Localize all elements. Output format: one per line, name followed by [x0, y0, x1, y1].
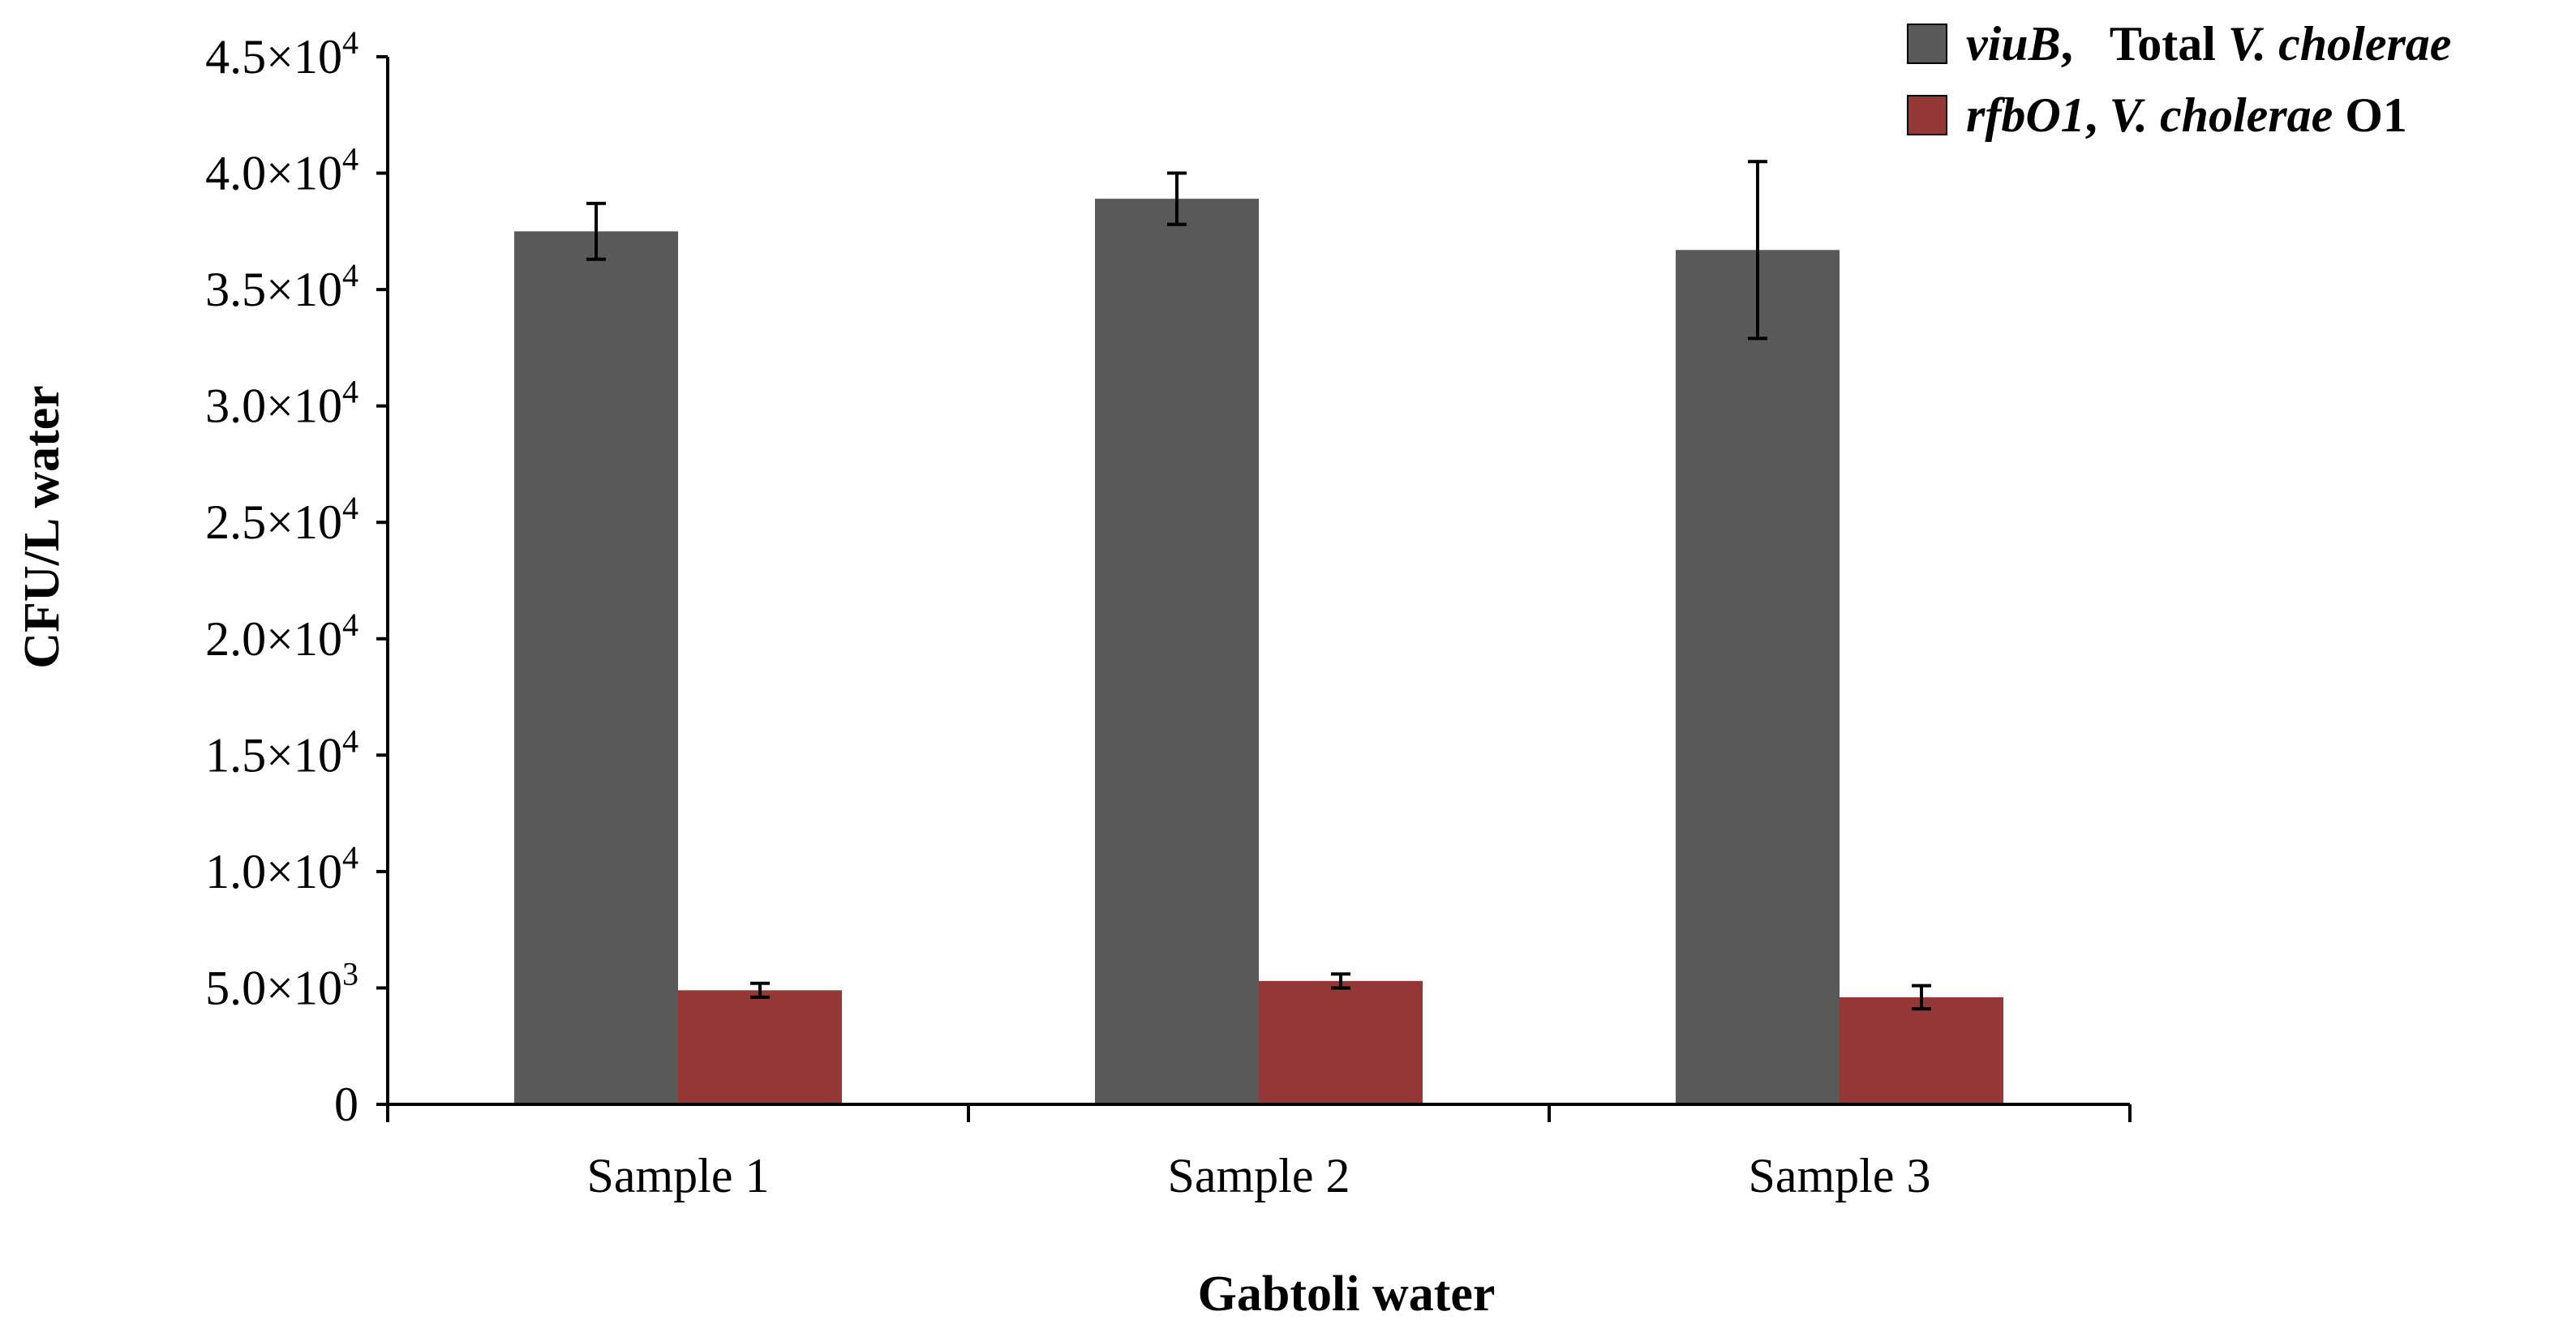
legend-label-part: viuB	[1966, 17, 2061, 71]
y-tick-mantissa: 4.5×10	[205, 30, 342, 84]
bar-rfbo1-3	[1840, 997, 2003, 1104]
y-tick-label: 5.0×103	[205, 955, 358, 1014]
y-tick-mantissa: 0	[334, 1078, 358, 1131]
y-tick-label: 4.0×104	[205, 141, 358, 200]
y-tick-label: 2.0×104	[205, 606, 358, 666]
bar-rfbo1-2	[1259, 980, 1423, 1104]
x-category-label: Sample 1	[587, 1149, 770, 1202]
y-axis-ticks: 05.0×1031.0×1041.5×1042.0×1042.5×1043.0×…	[205, 24, 388, 1131]
y-tick-exponent: 4	[342, 141, 358, 178]
legend-label-part: , Total	[2061, 17, 2228, 71]
y-tick-label: 3.5×104	[205, 257, 358, 316]
legend-label: rfbO1, V. cholerae O1	[1966, 88, 2407, 142]
y-tick-label: 1.0×104	[205, 839, 358, 898]
y-tick-exponent: 4	[342, 490, 358, 526]
y-tick-exponent: 4	[342, 839, 358, 876]
legend-swatch	[1907, 24, 1947, 64]
y-axis-title: CFU/L water	[15, 385, 70, 669]
y-tick-label: 1.5×104	[205, 722, 358, 782]
x-axis-title: Gabtoli water	[1198, 1267, 1496, 1322]
legend-label-part: ,	[2085, 88, 2110, 142]
y-tick-exponent: 4	[342, 606, 358, 643]
y-tick-label: 4.5×104	[205, 24, 358, 84]
y-tick-label: 3.0×104	[205, 374, 358, 433]
y-tick-mantissa: 2.0×10	[205, 612, 342, 666]
error-bars-group	[586, 160, 1931, 1011]
y-tick-exponent: 4	[342, 24, 358, 61]
y-tick-mantissa: 3.5×10	[205, 263, 342, 316]
bar-viub-1	[514, 231, 678, 1104]
bar-viub-2	[1095, 199, 1259, 1104]
bar-rfbo1-1	[678, 990, 842, 1104]
y-tick-exponent: 4	[342, 374, 358, 410]
legend-label-part: O1	[2333, 88, 2407, 142]
y-tick-label: 0	[334, 1078, 358, 1131]
y-tick-exponent: 4	[342, 722, 358, 759]
legend-label: viuB, Total V. cholerae	[1966, 17, 2451, 71]
bar-viub-3	[1676, 250, 1840, 1104]
legend-label-part: V. cholerae	[2110, 88, 2333, 142]
y-tick-label: 2.5×104	[205, 490, 358, 549]
y-tick-exponent: 4	[342, 257, 358, 294]
x-category-label: Sample 3	[1749, 1149, 1931, 1202]
axes	[386, 57, 2132, 1122]
y-tick-mantissa: 5.0×10	[205, 961, 342, 1014]
y-tick-mantissa: 2.5×10	[205, 495, 342, 549]
y-tick-mantissa: 4.0×10	[205, 147, 342, 200]
legend-swatch	[1907, 95, 1947, 135]
bars-group	[514, 199, 2003, 1104]
legend-label-part: V. cholerae	[2228, 17, 2452, 71]
x-category-label: Sample 2	[1168, 1149, 1350, 1202]
x-axis-category-labels: Sample 1 Sample 2 Sample 3	[587, 1149, 1931, 1202]
legend-label-part: rfbO1	[1966, 88, 2085, 142]
y-tick-mantissa: 1.5×10	[205, 728, 342, 782]
y-tick-exponent: 3	[342, 955, 358, 992]
y-tick-mantissa: 3.0×10	[205, 379, 342, 433]
y-tick-mantissa: 1.0×10	[205, 845, 342, 898]
